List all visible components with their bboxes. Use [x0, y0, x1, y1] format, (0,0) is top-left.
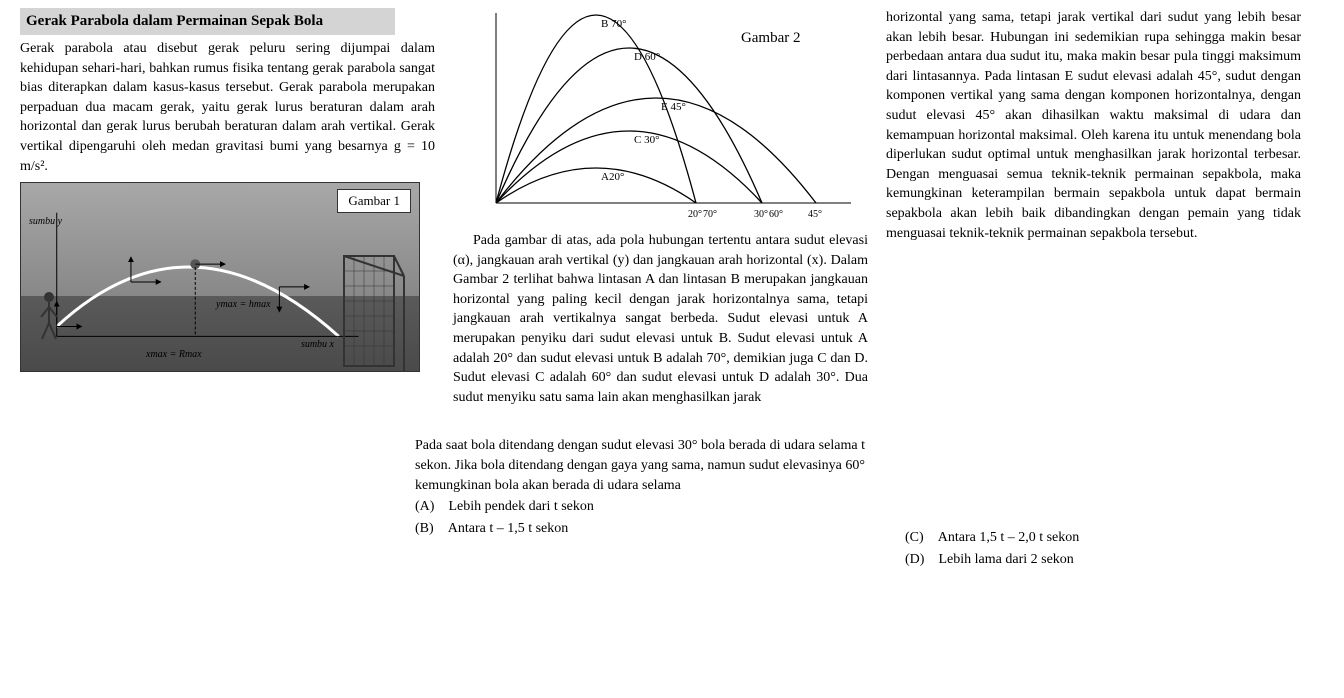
svg-text:30°: 30° — [754, 209, 768, 220]
document-title: Gerak Parabola dalam Permainan Sepak Bol… — [20, 8, 395, 35]
svg-text:C 30°: C 30° — [634, 134, 660, 146]
svg-text:B 70°: B 70° — [601, 18, 627, 30]
svg-text:70°: 70° — [703, 209, 717, 220]
question-right: (C) Antara 1,5 t – 2,0 t sekon (D) Lebih… — [905, 436, 1295, 569]
col1-paragraph: Gerak parabola atau disebut gerak peluru… — [20, 39, 435, 176]
fig1-sumbu-x: sumbu x — [301, 338, 334, 352]
option-d-key: (D) — [905, 550, 935, 570]
title-text: Gerak Parabola dalam Permainan Sepak Bol… — [26, 13, 323, 29]
option-a: (A) Lebih pendek dari t sekon — [415, 497, 865, 517]
option-d: (D) Lebih lama dari 2 sekon — [905, 550, 1295, 570]
option-c-key: (C) — [905, 528, 935, 548]
option-c: (C) Antara 1,5 t – 2,0 t sekon — [905, 528, 1295, 548]
option-a-key: (A) — [415, 497, 445, 517]
fig1-xmax: xmax = Rmax — [146, 348, 202, 362]
question-text: Pada saat bola ditendang dengan sudut el… — [415, 436, 865, 495]
figure-2-label: Gambar 2 — [741, 28, 801, 49]
figure-2-chart: Gambar 2 A20° B 70° C 30° D 60° E 45° 20°70° 3… — [461, 8, 861, 223]
column-3: horizontal yang sama, tetapi jarak verti… — [886, 8, 1301, 411]
col3-paragraph: horizontal yang sama, tetapi jarak verti… — [886, 8, 1301, 243]
question-section: Pada saat bola ditendang dengan sudut el… — [415, 436, 1295, 569]
option-c-text: Antara 1,5 t – 2,0 t sekon — [938, 530, 1080, 545]
figure-1-label: Gambar 1 — [337, 189, 411, 213]
fig1-sumbu-y: sumbu y — [29, 215, 62, 229]
svg-text:E 45°: E 45° — [661, 101, 686, 113]
option-b: (B) Antara t – 1,5 t sekon — [415, 519, 865, 539]
col2-paragraph: Pada gambar di atas, ada pola hubungan t… — [453, 231, 868, 407]
svg-text:45°: 45° — [808, 209, 822, 220]
option-a-text: Lebih pendek dari t sekon — [449, 499, 594, 514]
figure-1: Gambar 1 — [20, 182, 420, 372]
option-b-text: Antara t – 1,5 t sekon — [448, 521, 569, 536]
svg-text:A20°: A20° — [601, 171, 624, 183]
fig1-ymax: ymax = hmax — [216, 298, 271, 312]
svg-text:D 60°: D 60° — [634, 51, 660, 63]
svg-text:60°: 60° — [769, 209, 783, 220]
svg-text:20°: 20° — [688, 209, 702, 220]
column-1: Gerak Parabola dalam Permainan Sepak Bol… — [20, 8, 435, 411]
question-left: Pada saat bola ditendang dengan sudut el… — [415, 436, 865, 569]
column-2: Gambar 2 A20° B 70° C 30° D 60° E 45° 20°70° 3… — [453, 8, 868, 411]
option-b-key: (B) — [415, 519, 445, 539]
option-d-text: Lebih lama dari 2 sekon — [939, 552, 1074, 567]
